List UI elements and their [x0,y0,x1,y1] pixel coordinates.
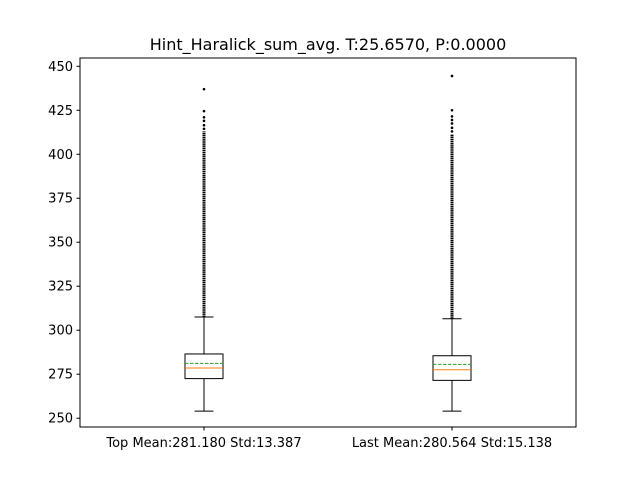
y-tick-label: 325 [48,280,73,295]
outlier-point [450,115,454,118]
x-tick-label: Last Mean:280.564 Std:15.138 [352,436,552,451]
y-axis: 250 275 300 325 350 375 400 425 450 [48,60,80,427]
outlier-point [450,118,454,122]
box-last [432,74,472,412]
box-top [184,87,224,412]
outlier-point [450,108,454,112]
outlier-point [202,109,206,113]
y-tick-label: 275 [48,368,73,383]
outlier-point [450,130,454,133]
outlier-point [202,123,206,127]
box-body [184,353,224,380]
outlier-point [450,122,454,125]
y-tick-label: 350 [48,236,73,251]
y-tick-label: 450 [48,60,73,75]
outlier-point [202,127,206,131]
plot-area [184,74,472,412]
outlier-point [202,119,206,123]
y-tick-label: 425 [48,104,73,119]
box-body [432,355,472,381]
y-tick-label: 250 [48,412,73,427]
chart-title: Hint_Haralick_sum_avg. T:25.6570, P:0.00… [150,35,507,55]
plot-frame [79,57,577,428]
x-tick-label: Top Mean:281.180 Std:13.387 [105,436,301,451]
outlier-point [450,126,454,130]
outlier-point [202,87,206,91]
y-tick-label: 400 [48,148,73,163]
outlier-point [202,116,206,119]
y-tick-label: 375 [48,192,73,207]
x-axis: Top Mean:281.180 Std:13.387 Last Mean:280… [105,427,552,451]
outlier-point [450,74,454,78]
y-tick-label: 300 [48,324,73,339]
